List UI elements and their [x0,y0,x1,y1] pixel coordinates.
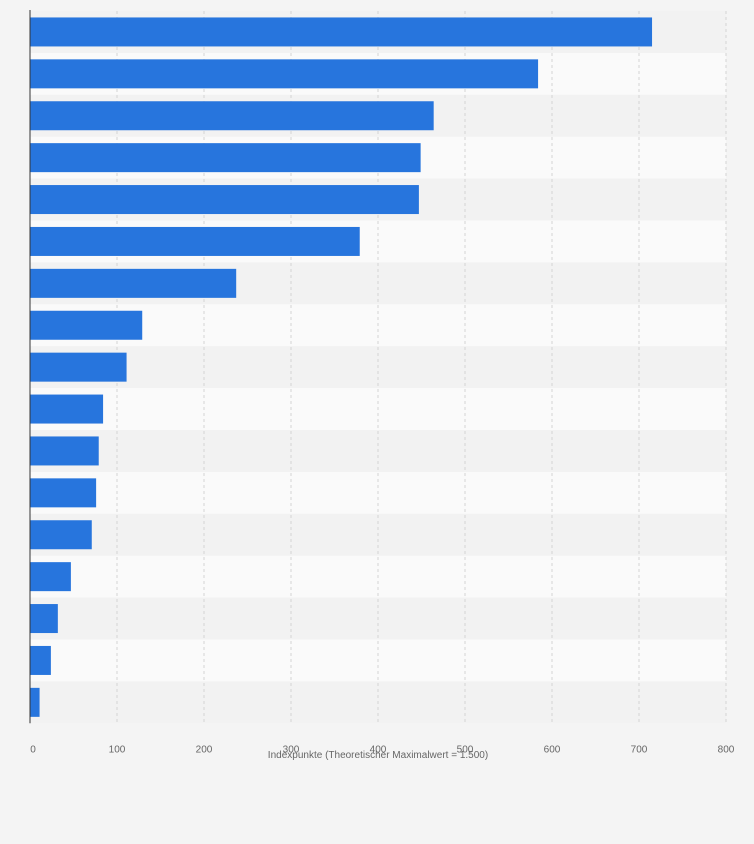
x-tick-label: 200 [196,744,213,755]
x-tick-label: 600 [544,744,561,755]
bar [30,59,539,89]
bar [30,687,40,717]
x-tick-label: 300 [283,744,300,755]
bar [30,520,92,550]
x-tick-label: 100 [109,744,126,755]
bar [30,185,419,215]
bar [30,562,71,592]
bars [30,17,653,717]
bar [30,394,104,424]
bar [30,604,58,634]
bar [30,226,360,256]
bar [30,352,127,382]
bar [30,143,421,173]
x-tick-label: 400 [370,744,387,755]
bar [30,101,434,131]
bar [30,17,653,47]
bar [30,478,97,508]
x-axis-label: Indexpunkte (Theoretischer Maximalwert =… [268,750,488,761]
bar [30,645,51,675]
x-tick-labels: 0 100 200 300 400 500 600 700 800 [30,744,735,755]
bar [30,310,143,340]
x-tick-label: 700 [631,744,648,755]
x-tick-label: 500 [457,744,474,755]
bar [30,268,237,298]
x-tick-label: 0 [30,744,36,755]
x-tick-label: 800 [718,744,735,755]
bar [30,436,99,466]
